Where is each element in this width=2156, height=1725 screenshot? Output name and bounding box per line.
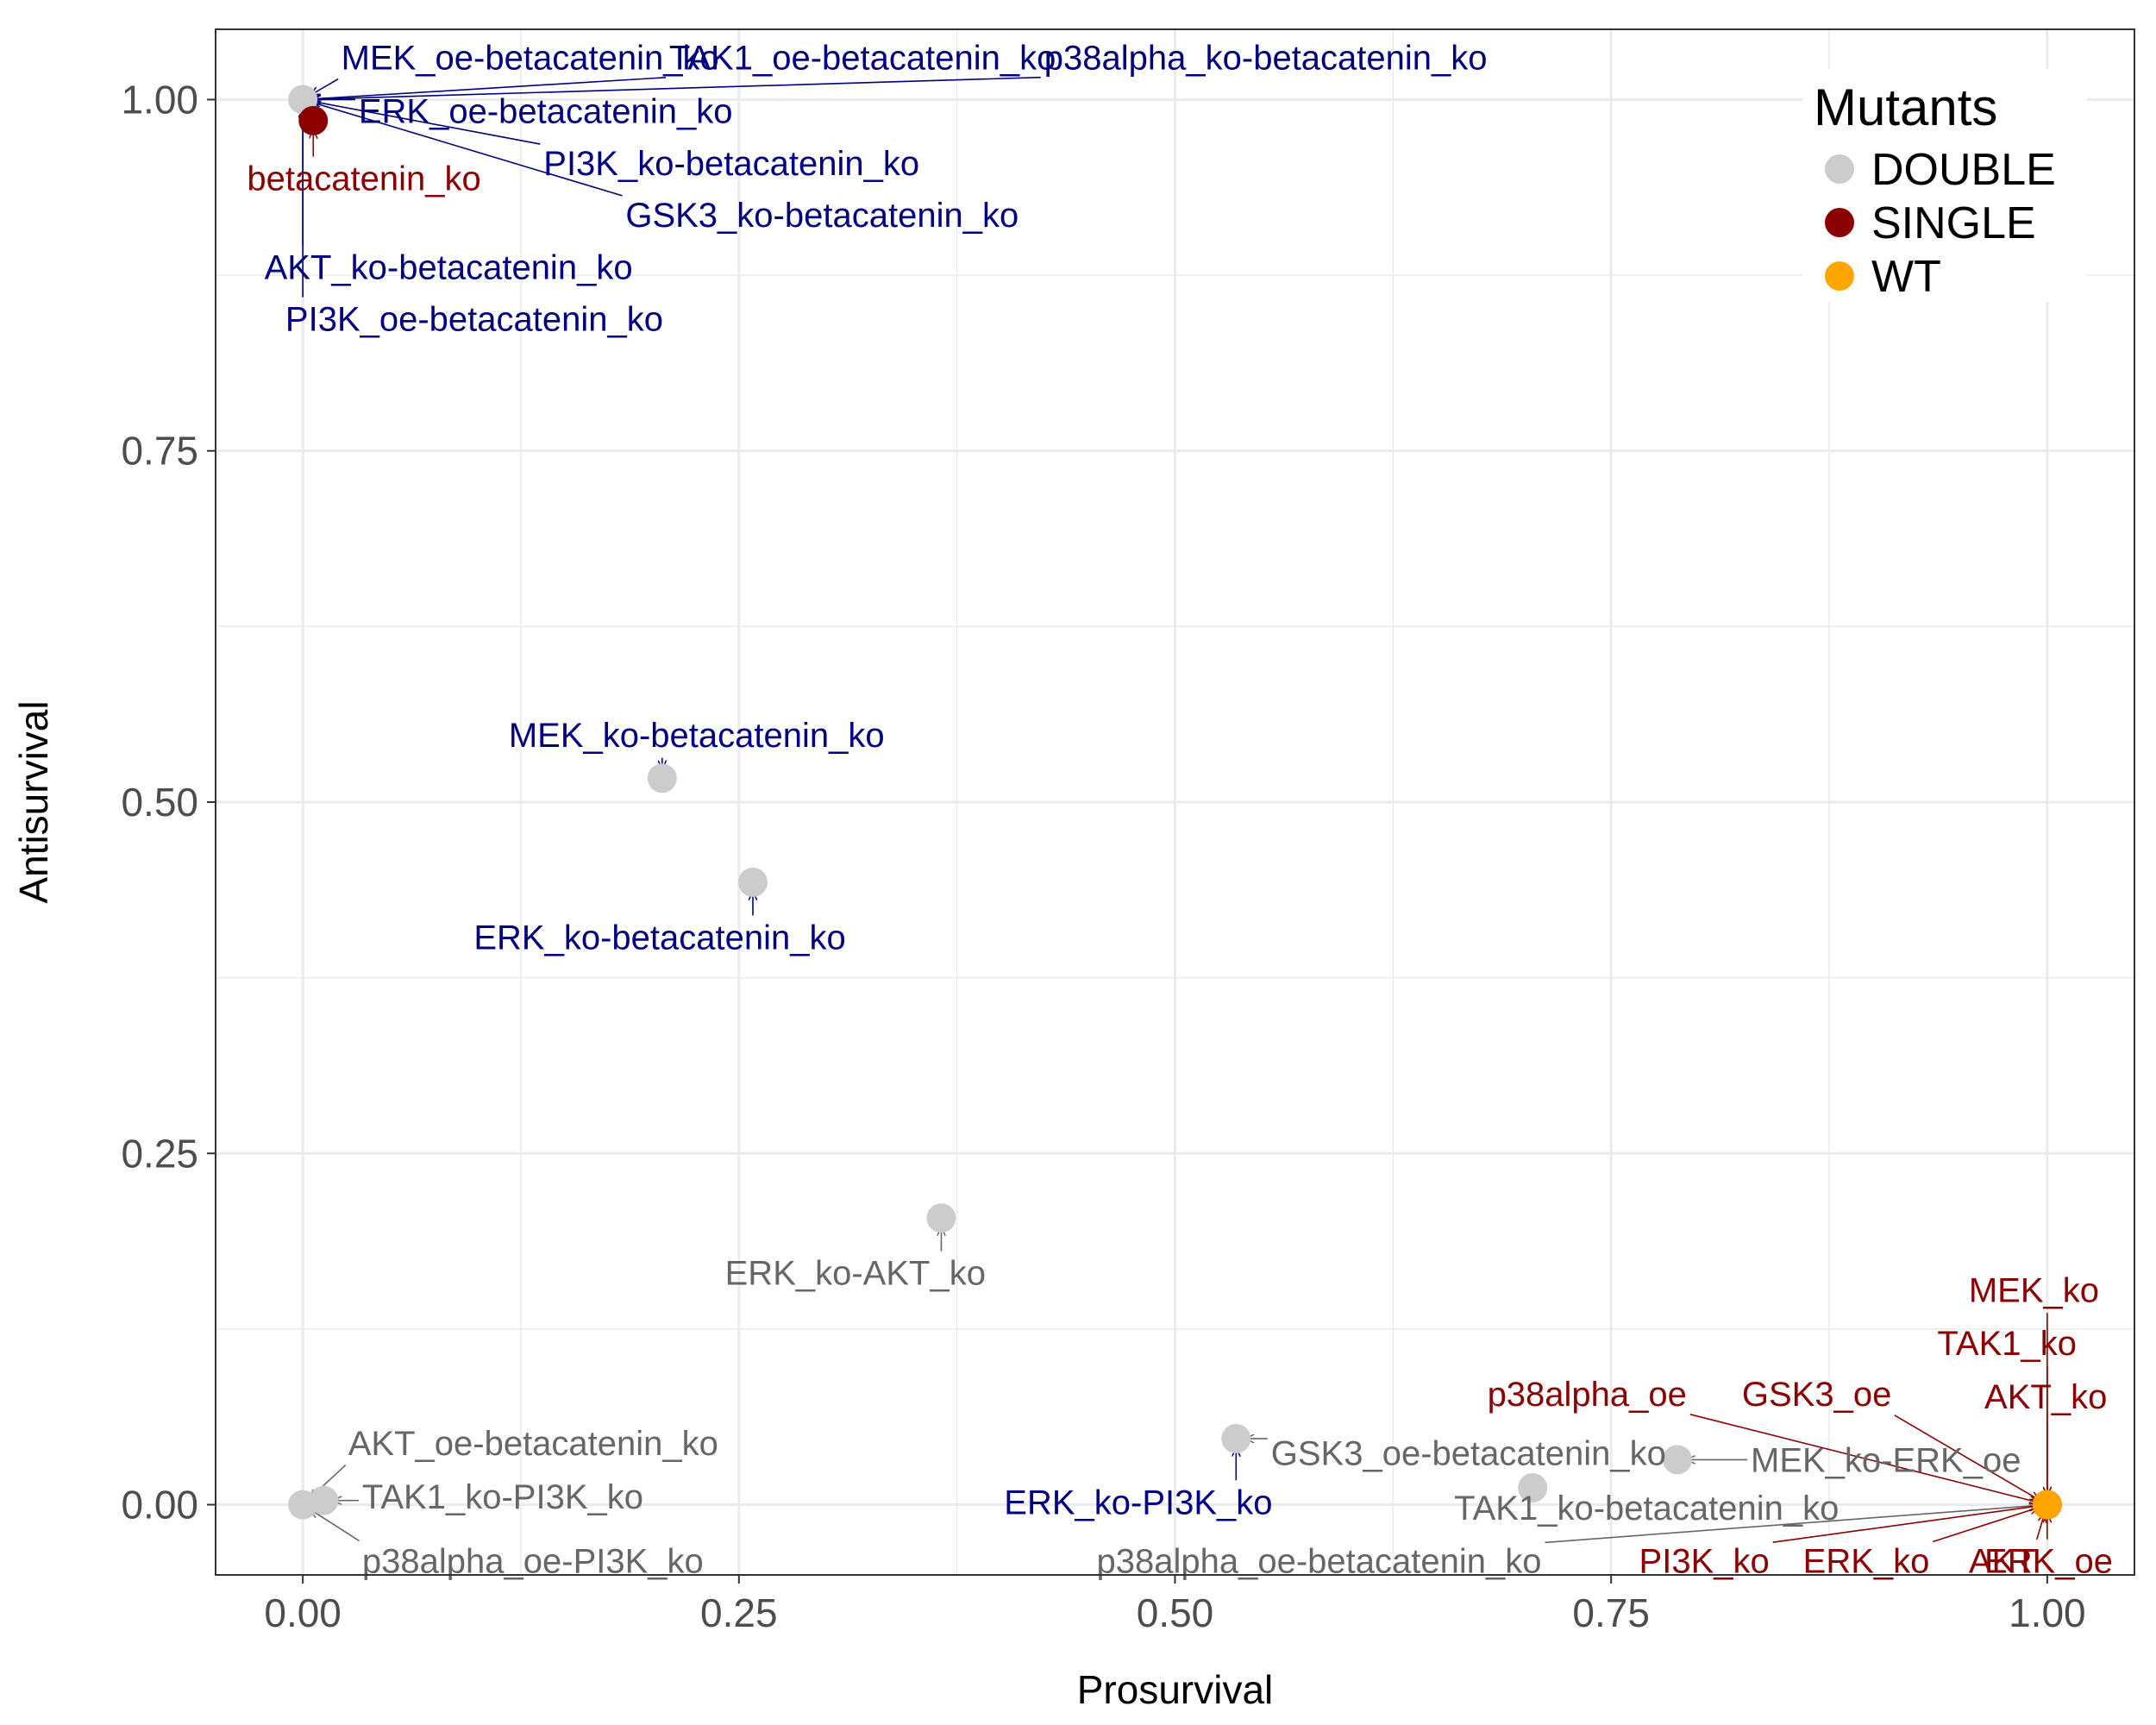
label-arrow <box>1689 1414 2037 1502</box>
point-label: ERK_oe-betacatenin_ko <box>359 92 733 130</box>
y-axis-title: Antisurvival <box>11 700 56 903</box>
grid <box>216 29 2134 1575</box>
point-label: p38alpha_oe <box>1488 1376 1687 1414</box>
label-arrow <box>1932 1508 2037 1543</box>
data-point-double <box>647 763 677 794</box>
label-arrow <box>312 78 339 95</box>
legend-key-single <box>1825 208 1854 237</box>
point-label: GSK3_ko-betacatenin_ko <box>625 197 1018 235</box>
label-arrow <box>313 76 1041 99</box>
point-label: TAK1_oe-betacatenin_ko <box>669 40 1056 78</box>
point-label: TAK1_ko <box>1937 1325 2077 1363</box>
x-tick-label: 0.75 <box>1572 1590 1650 1635</box>
label-arrow <box>313 103 623 197</box>
legend-title: Mutants <box>1814 78 1997 136</box>
point-label: TAK1_ko-betacatenin_ko <box>1454 1490 1839 1527</box>
data-point-double <box>1518 1472 1548 1502</box>
point-label: ERK_ko-PI3K_ko <box>1004 1484 1272 1521</box>
legend-label: DOUBLE <box>1871 145 2056 195</box>
x-tick-label: 0.00 <box>264 1590 342 1635</box>
point-label: MEK_oe-betacatenin_ko <box>342 40 719 78</box>
point-label: ERK_ko-AKT_ko <box>725 1255 986 1293</box>
axes: 0.00 0.25 0.50 0.75 1.00 0.00 0.25 0.50 0.75 1.00 <box>121 77 2085 1635</box>
legend-background <box>1802 69 2087 302</box>
legend-key-double <box>1825 154 1854 184</box>
y-tick-label: 0.75 <box>121 429 198 474</box>
legend-label: SINGLE <box>1871 198 2036 248</box>
data-point-double <box>1663 1445 1693 1475</box>
data-point-double <box>1221 1423 1251 1453</box>
y-tick-label: 0.50 <box>121 780 198 825</box>
point-label: MEK_ko <box>1969 1271 2099 1309</box>
label-arrow <box>313 102 541 145</box>
data-points <box>288 85 2062 1520</box>
point-label: MEK_ko-betacatenin_ko <box>509 717 885 755</box>
point-label: GSK3_oe-betacatenin_ko <box>1271 1434 1666 1472</box>
data-point-wt <box>2032 1490 2062 1520</box>
data-point-double <box>738 867 768 897</box>
point-label: MEK_ko-ERK_oe <box>1751 1441 2021 1479</box>
data-point-double <box>309 1485 339 1515</box>
x-tick-label: 0.25 <box>700 1590 778 1635</box>
point-label: TAK1_ko-PI3K_ko <box>362 1478 643 1516</box>
y-tick-label: 1.00 <box>121 77 198 122</box>
label-arrow <box>1894 1414 2039 1500</box>
point-label: AKT_oe-betacatenin_ko <box>348 1425 718 1463</box>
point-label: p38alpha_ko-betacatenin_ko <box>1044 40 1488 78</box>
y-tick-label: 0.00 <box>121 1483 198 1527</box>
point-label: betacatenin_ko <box>247 160 480 198</box>
legend-key-wt <box>1825 261 1854 291</box>
x-tick-label: 1.00 <box>2009 1590 2086 1635</box>
label-arrow <box>313 77 666 99</box>
x-axis-title: Prosurvival <box>1077 1667 1274 1712</box>
data-point-single <box>298 105 329 135</box>
point-label: AKT_ko-betacatenin_ko <box>265 248 633 286</box>
label-arrows <box>303 76 2047 1544</box>
data-point-double <box>926 1203 956 1233</box>
label-arrow <box>1772 1506 2037 1543</box>
point-label: ERK_ko-betacatenin_ko <box>473 919 845 957</box>
legend-label: WT <box>1871 252 1941 302</box>
point-label: PI3K_oe-betacatenin_ko <box>285 301 663 339</box>
point-label: PI3K_ko-betacatenin_ko <box>543 145 919 183</box>
label-arrow <box>311 1510 360 1542</box>
label-arrow <box>1545 1505 2036 1544</box>
x-tick-label: 0.50 <box>1137 1590 1214 1635</box>
point-label: GSK3_oe <box>1742 1376 1891 1414</box>
point-label: AKT_ko <box>1984 1378 2107 1416</box>
y-tick-label: 0.25 <box>121 1131 198 1176</box>
